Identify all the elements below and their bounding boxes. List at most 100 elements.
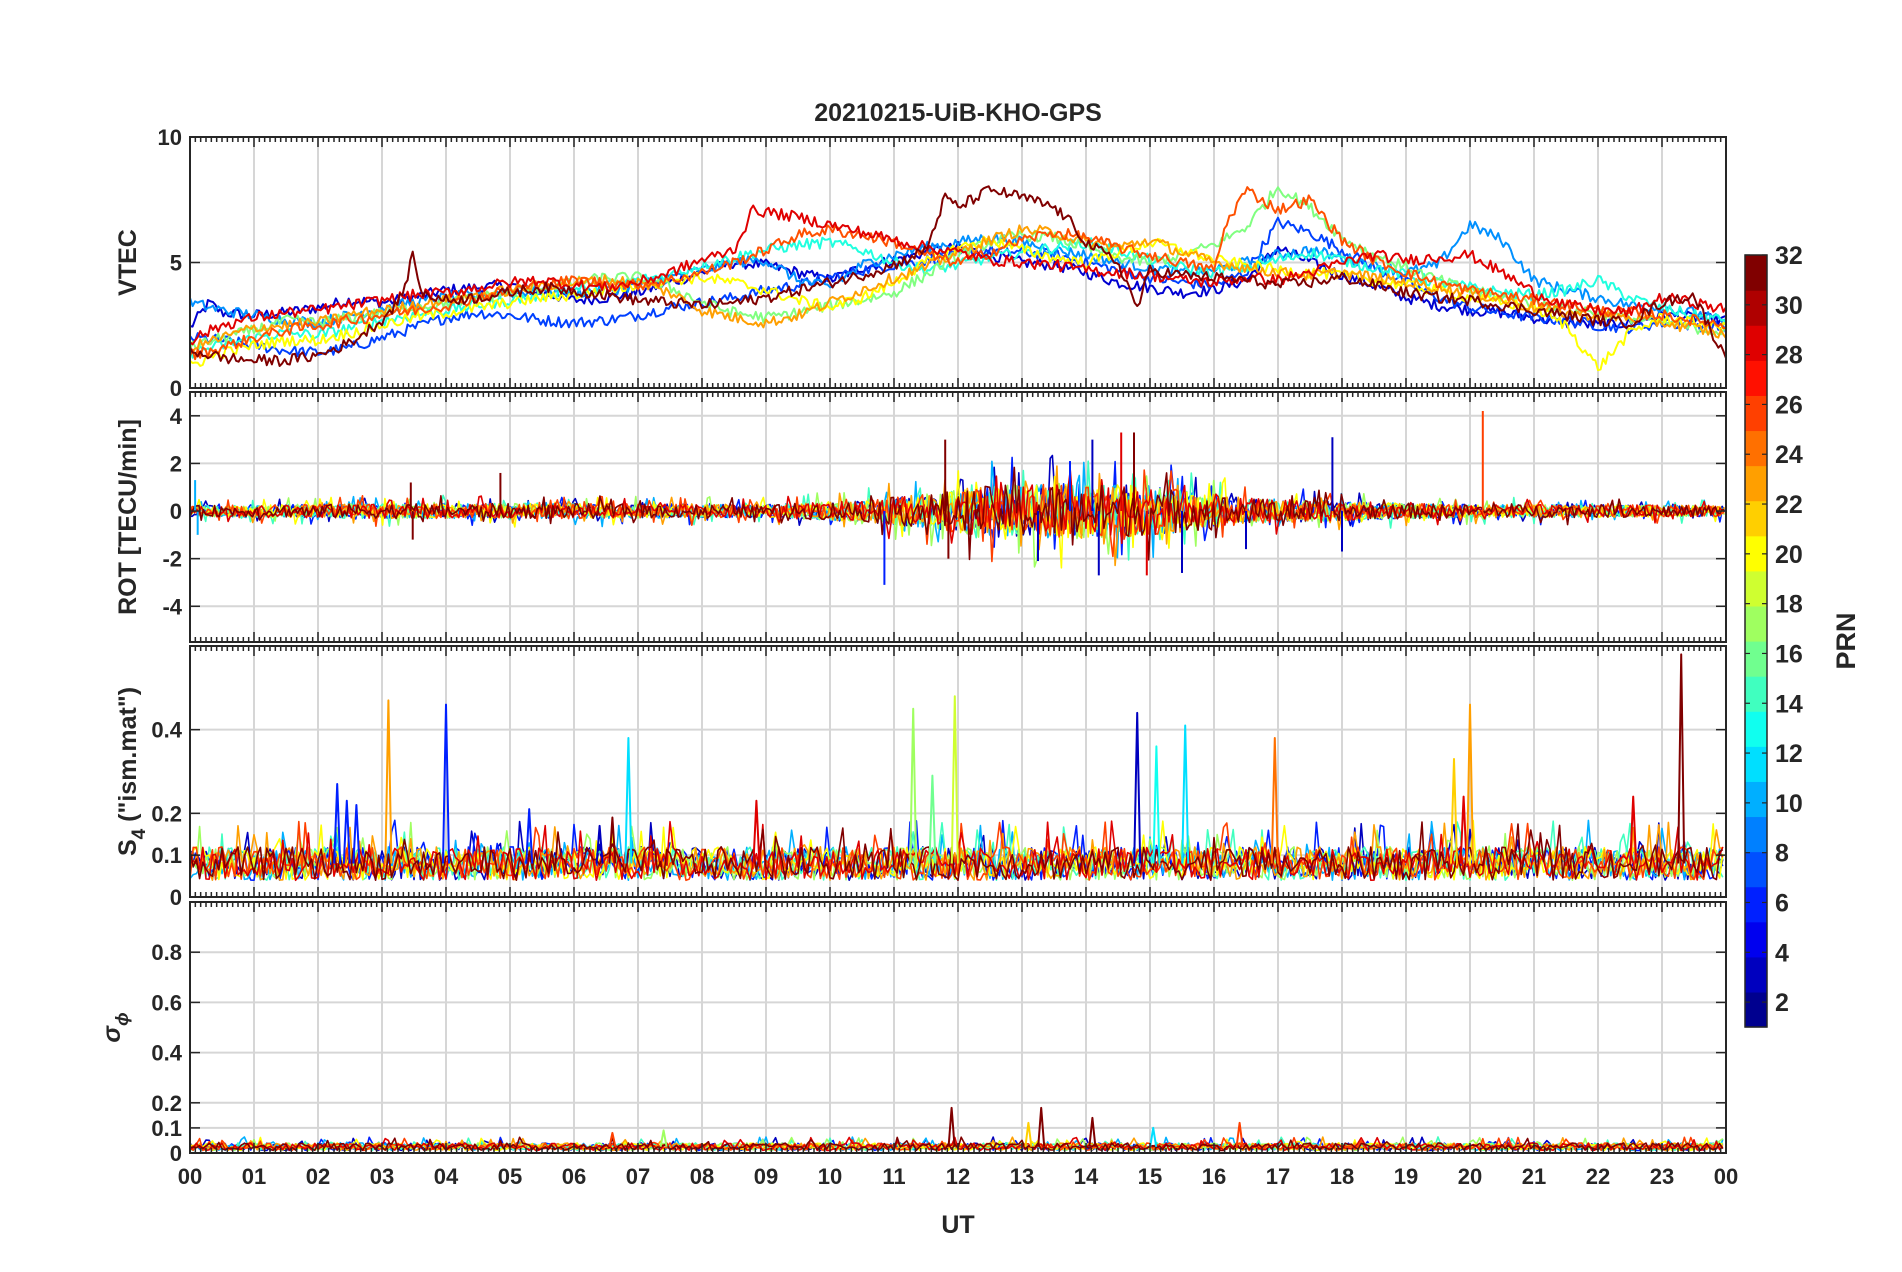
colorbar-cell (1745, 921, 1767, 958)
data-vtec (189, 185, 1727, 372)
series-prn-26 (189, 186, 1727, 361)
x-tick-label: 11 (882, 1164, 905, 1189)
y-tick-label: 0.4 (151, 1041, 182, 1066)
colorbar-cell (1745, 746, 1767, 782)
s4-spike (352, 803, 361, 864)
y-label-sub: ϕ (112, 1012, 132, 1026)
y-tick-label: 0.6 (151, 990, 182, 1015)
s4-spike (1152, 745, 1161, 864)
colorbar-cell (1745, 816, 1767, 853)
y-label-sub: 4 (129, 828, 150, 839)
sigma-spike (1235, 1121, 1244, 1147)
colorbar-tick-label: 10 (1775, 790, 1803, 818)
panel-sigma: 00.10.2 0.4 0.6 0.8 σϕ 00 01 02 03 04 05 06 07 08 09 10… (98, 901, 1738, 1189)
x-tick-label: 17 (1266, 1164, 1290, 1189)
x-tick-label: 06 (562, 1164, 586, 1189)
colorbar-tick-label: 28 (1775, 342, 1803, 370)
y-axis-label: VTEC (114, 229, 142, 296)
x-axis-label: UT (941, 1211, 974, 1239)
series-prn-29 (189, 204, 1727, 346)
s4-spike (1181, 724, 1190, 864)
y-tick-label: 4 (170, 404, 183, 429)
colorbar-label: PRN (1831, 612, 1861, 669)
series-prn-32 (189, 466, 1725, 561)
colorbar-cell (1745, 605, 1767, 642)
colorbar-cell (1745, 255, 1767, 291)
colorbar-tick-label: 6 (1775, 889, 1789, 917)
y-tick-label: -4 (162, 594, 182, 619)
sigma-spike (947, 1106, 956, 1147)
colorbar-cell (1745, 500, 1767, 537)
colorbar-cell (1745, 991, 1767, 1028)
s4-spike (928, 774, 937, 864)
colorbar-tick-label: 26 (1775, 391, 1803, 419)
x-tick-label: 22 (1586, 1164, 1610, 1189)
x-tick-label: 07 (626, 1164, 650, 1189)
colorbar-tick-label: 4 (1775, 939, 1789, 967)
x-tick-label: 16 (1202, 1164, 1226, 1189)
x-tick-label: 02 (306, 1164, 330, 1189)
colorbar-tick-label: 12 (1775, 740, 1803, 768)
s4-spike (595, 824, 604, 864)
y-axis-label: ROT [TECU/min] (114, 419, 142, 615)
y-tick-label: 0 (170, 1141, 182, 1166)
x-tick-label: 12 (946, 1164, 970, 1189)
colorbar-cell (1745, 956, 1767, 993)
x-tick-label: 14 (1074, 1164, 1099, 1189)
s4-spike (442, 703, 450, 864)
s4-spike (1677, 653, 1686, 864)
colorbar-cell (1745, 325, 1767, 361)
s4-spike (950, 695, 959, 864)
colorbar-cell (1745, 570, 1767, 607)
s4-spike (909, 707, 918, 864)
sigma-spike (659, 1129, 668, 1147)
y-tick-label: -2 (162, 547, 182, 572)
axes-frame (189, 901, 1727, 1154)
colorbar-tick-label: 8 (1775, 840, 1789, 868)
x-tick-label: 15 (1138, 1164, 1162, 1189)
colorbar-tick-label: 20 (1775, 541, 1803, 569)
panel-rot: -4 -2 0 2 4 ROT [TECU/min] (114, 391, 1727, 643)
colorbar-cell (1745, 535, 1767, 572)
sigma-spike (1024, 1121, 1033, 1147)
colorbar-tick-label: 18 (1775, 591, 1803, 619)
x-tick-label: 03 (370, 1164, 394, 1189)
x-tick-label: 09 (754, 1164, 778, 1189)
s4-spike (624, 737, 633, 864)
y-tick-label: 0.1 (151, 843, 182, 868)
y-axis-label: S4 ("ism.mat") (114, 687, 150, 856)
colorbar-cell (1745, 886, 1767, 923)
y-tick-label: 0 (170, 885, 182, 910)
y-label-main: S (114, 839, 142, 856)
chart-title: 20210215-UiB-KHO-GPS (814, 99, 1102, 127)
s4-spike (1450, 757, 1458, 864)
axes-frame (189, 391, 1727, 643)
s4-spike (1466, 703, 1474, 864)
colorbar-tick-label: 22 (1775, 491, 1803, 519)
colorbar-tick-label: 24 (1775, 441, 1803, 469)
colorbar-cell (1745, 360, 1767, 396)
colorbar-cell (1745, 641, 1767, 677)
grid (189, 902, 1727, 1154)
s4-spike (342, 799, 351, 864)
sigma-spike (1149, 1126, 1158, 1147)
colorbar-tick-label: 30 (1775, 292, 1803, 320)
colorbar-cell (1745, 395, 1767, 432)
x-tick-label: 08 (690, 1164, 714, 1189)
y-tick-label: 10 (158, 125, 182, 150)
s4-spike (1629, 795, 1638, 864)
sigma-spike (1088, 1116, 1097, 1147)
colorbar-tick-label: 32 (1775, 242, 1803, 270)
colorbar-tick-label: 16 (1775, 640, 1803, 668)
x-tick-label: 13 (1010, 1164, 1034, 1189)
panel-s4: 00.10.20.4S4 ("ism.mat") (114, 645, 1727, 910)
x-tick-label: 01 (242, 1164, 266, 1189)
x-tick-label: 10 (818, 1164, 842, 1189)
s4-spike (525, 808, 534, 864)
s4-spike (1459, 795, 1468, 864)
x-tick-label: 23 (1650, 1164, 1674, 1189)
y-tick-label: 0.4 (151, 718, 182, 743)
